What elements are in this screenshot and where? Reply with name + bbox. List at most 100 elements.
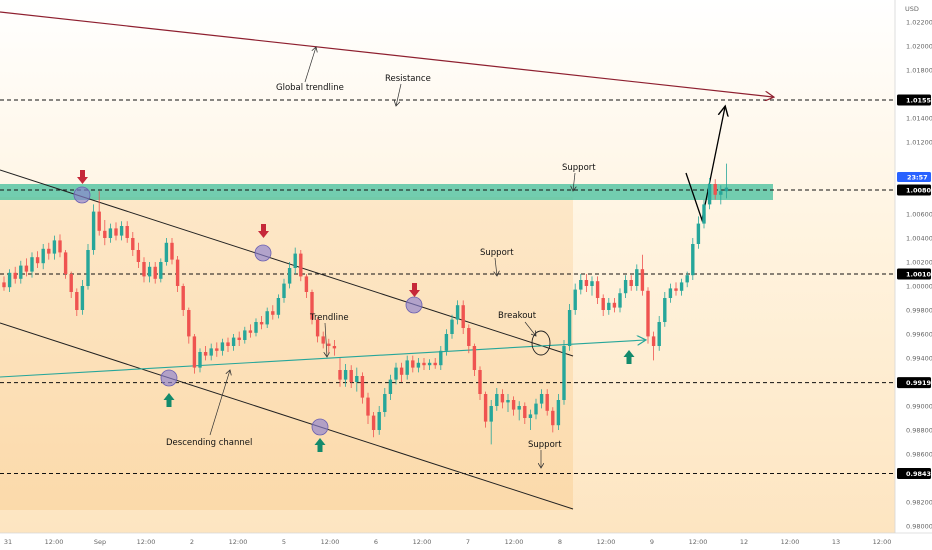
candle-body [349, 370, 353, 382]
candle-body [422, 362, 426, 366]
candle-body [237, 337, 241, 340]
candle-body [483, 394, 488, 422]
candle-body [629, 280, 633, 286]
candle-body [248, 330, 253, 333]
candle-body [86, 250, 90, 286]
candle-body [315, 319, 320, 337]
candle-body [517, 406, 521, 410]
candle-body [500, 394, 505, 403]
candle-body [327, 343, 331, 346]
candle-body [601, 298, 605, 310]
red-down-arrow-icon [77, 170, 88, 184]
x-tick-label: 13 [832, 538, 840, 546]
candle-body [685, 275, 689, 283]
candle-body [674, 288, 678, 291]
candle-body [360, 376, 365, 398]
candle-body [657, 322, 661, 346]
candle-body [640, 269, 645, 291]
annotations: Global trendline Resistance Support Supp… [166, 74, 596, 450]
ascending-trendline [0, 340, 645, 378]
price-badge-support-bottom [897, 467, 931, 479]
candle-body [293, 253, 297, 268]
candle-body [343, 370, 348, 380]
candle-body [388, 379, 393, 394]
y-tick-label: 0.99000 [906, 402, 932, 410]
candle-body [411, 360, 415, 368]
candle-body [618, 293, 622, 308]
annotation-support-lower: Support [528, 440, 562, 450]
candle-body [405, 360, 409, 375]
candle-body [198, 352, 202, 368]
candle-body [724, 187, 729, 192]
x-tick-label: Sep [94, 538, 106, 546]
candle-body [579, 280, 583, 290]
x-tick-label: 12:00 [45, 538, 64, 546]
candle-body [646, 290, 650, 337]
candle-body [69, 274, 73, 292]
candle-body [271, 311, 275, 315]
y-tick-label: 0.99400 [906, 354, 932, 362]
candle-body [702, 204, 706, 224]
annotation-resistance: Resistance [385, 74, 431, 84]
candle-body [377, 412, 381, 430]
y-tick-label: 1.01200 [906, 138, 932, 146]
y-tick-label: 1.01400 [906, 114, 932, 122]
candle-body [164, 242, 169, 262]
annotation-pointers [209, 47, 575, 468]
candle-body [467, 328, 471, 346]
x-tick-label: 12 [740, 538, 748, 546]
candle-body [383, 394, 387, 412]
candle-body [304, 276, 309, 292]
candle-body [455, 305, 460, 320]
price-badge-support-mid [897, 268, 931, 280]
y-tick-label: 1.00400 [906, 234, 932, 242]
candle-body [511, 400, 516, 410]
candle-body [299, 253, 303, 277]
x-tick-labels: 31 12:00 Sep 12:00 2 12:00 5 12:00 6 12:00 7 12:00 8… [4, 538, 892, 546]
annotation-global-trendline: Global trendline [276, 83, 344, 93]
annotation-descending-channel: Descending channel [166, 438, 252, 448]
x-tick-label: 8 [558, 538, 562, 546]
channel-upper-line [0, 169, 574, 357]
candle-body [35, 257, 40, 264]
candle-body [472, 346, 477, 370]
x-tick-label: 5 [282, 538, 286, 546]
price-badge-label: 0.98438 [906, 470, 932, 478]
candle-body [131, 238, 135, 250]
current-price-label: 23:57 [907, 173, 928, 181]
candle-body [41, 248, 45, 264]
candle-body [159, 262, 163, 279]
candle-body [573, 289, 577, 310]
touch-marker [254, 244, 272, 262]
candle-body [153, 266, 157, 279]
candle-body [321, 336, 325, 344]
price-badge-label: 1.01550 [906, 96, 932, 104]
touch-marker [160, 369, 178, 387]
candle-body [231, 337, 236, 346]
candle-body [24, 265, 29, 272]
x-tick-label: 12:00 [689, 538, 708, 546]
y-axis: USD 1.022001.020001.018001.014001.012001… [894, 0, 932, 550]
candle-body [226, 342, 230, 346]
y-tick-label: 0.98200 [906, 498, 932, 506]
candle-body [203, 352, 208, 356]
candle-body [635, 269, 639, 286]
candle-body [679, 282, 684, 291]
y-tick-label: 1.01800 [906, 66, 932, 74]
candle-body [75, 292, 79, 310]
candle-body [287, 268, 292, 284]
candle-body [19, 265, 23, 279]
x-tick-label: 7 [466, 538, 470, 546]
y-tick-label: 0.99600 [906, 330, 932, 338]
currency-label: USD [905, 5, 919, 13]
price-badge-resistance [897, 94, 931, 106]
candle-body [119, 226, 124, 236]
y-tick-label: 1.00200 [906, 258, 932, 266]
candle-body [47, 248, 51, 254]
candle-body [175, 259, 180, 286]
price-badge-support-low [897, 377, 931, 389]
candle-body [528, 414, 533, 418]
candle-body [259, 322, 264, 325]
